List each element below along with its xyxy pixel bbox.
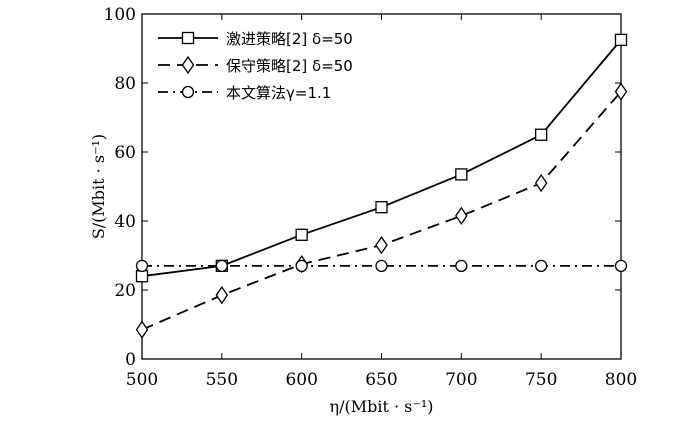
legend-marker — [181, 85, 195, 99]
data-point — [375, 236, 388, 255]
series-3 — [135, 259, 628, 273]
y-tick-label: 40 — [114, 212, 136, 232]
x-tick-label: 800 — [605, 370, 637, 390]
data-point — [215, 286, 229, 305]
legend-label: 保守策略[2] δ=50 — [226, 57, 353, 75]
legend-label: 激进策略[2] δ=50 — [226, 30, 353, 48]
legend-marker — [181, 55, 195, 75]
legend-entry-1: 激进策略[2] δ=50 — [158, 30, 353, 48]
data-point — [455, 168, 468, 181]
data-point — [135, 320, 149, 339]
y-tick-label: 20 — [114, 281, 136, 301]
data-point — [455, 206, 468, 225]
plot-border — [141, 13, 622, 360]
legend-entry-3: 本文算法γ=1.1 — [158, 84, 331, 102]
data-point — [535, 128, 548, 141]
y-tick-label: 80 — [114, 74, 136, 94]
data-point — [295, 259, 308, 273]
data-point — [535, 259, 548, 273]
y-tick-label: 100 — [104, 5, 136, 25]
y-axis-label: S/(Mbit · s⁻¹) — [89, 134, 108, 239]
legend-label: 本文算法γ=1.1 — [226, 84, 331, 102]
data-point — [295, 228, 308, 241]
x-tick-label: 550 — [206, 370, 238, 390]
x-tick-label: 600 — [285, 370, 317, 390]
data-point — [375, 259, 388, 273]
y-axis-ticks: 0 20 40 60 80 100 — [104, 5, 621, 370]
data-point — [614, 33, 628, 47]
x-tick-label: 750 — [525, 370, 557, 390]
series-2 — [135, 82, 628, 339]
legend: 激进策略[2] δ=50 保守策略[2] δ=50 本文算法γ=1.1 — [158, 30, 353, 102]
plot-frame — [141, 13, 622, 360]
data-point — [375, 201, 388, 214]
data-point — [614, 259, 628, 273]
legend-entry-2: 保守策略[2] δ=50 — [158, 55, 353, 75]
data-point — [135, 259, 149, 273]
series-layer — [135, 33, 628, 339]
x-axis-label: η/(Mbit · s⁻¹) — [330, 397, 434, 416]
data-point — [534, 173, 548, 193]
y-tick-label: 0 — [125, 350, 136, 370]
x-tick-label: 700 — [445, 370, 477, 390]
data-point — [135, 270, 149, 283]
x-tick-label: 500 — [126, 370, 158, 390]
y-tick-label: 60 — [114, 143, 136, 163]
data-point — [455, 259, 468, 273]
data-point — [614, 82, 628, 101]
x-axis-ticks: 500 550 600 650 700 750 800 — [126, 14, 637, 390]
x-tick-label: 650 — [365, 370, 397, 390]
legend-marker — [181, 31, 195, 45]
data-point — [215, 259, 228, 273]
